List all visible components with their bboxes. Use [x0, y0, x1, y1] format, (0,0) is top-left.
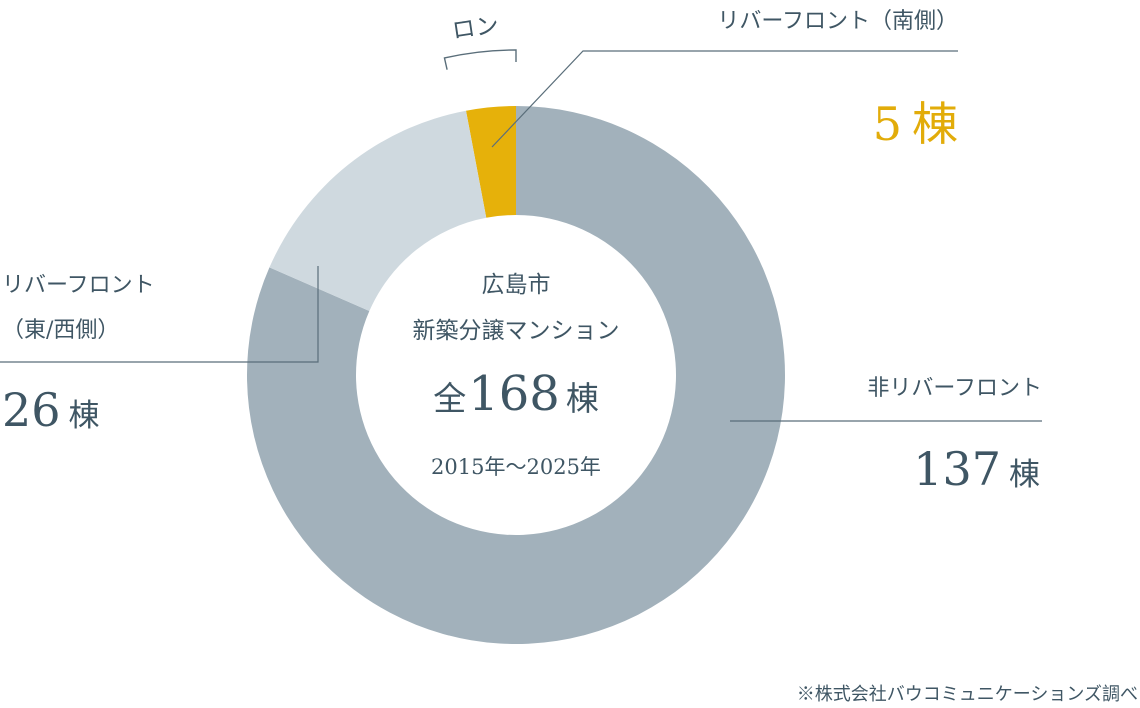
slice-value-east-west-group: 26 棟: [2, 383, 100, 437]
bracket-arc: [443, 49, 517, 70]
slice-label-east-west-line2: （東/西側）: [2, 318, 119, 343]
slice-label-south: リバーフロント（南側）: [717, 9, 958, 34]
slice-value-non-river: 137: [913, 442, 1001, 496]
slice-value-east-west: 26: [2, 383, 61, 437]
leader-line-east-west: [0, 266, 319, 363]
bracket-label-value: 31: [0, 0, 12, 9]
bracket-label: リバーフロント31棟: [0, 0, 500, 44]
donut-slice-south: [465, 106, 516, 218]
center-total: 全168 棟: [433, 366, 599, 422]
slice-label-non-river: 非リバーフロント: [867, 376, 1042, 401]
bracket-label-unit: 棟: [0, 0, 12, 6]
leader-line-south: [491, 50, 958, 148]
center-total-unit: 棟: [566, 379, 599, 418]
slice-value-non-river-group: 137 棟: [913, 442, 1040, 496]
slice-unit-south: 棟: [912, 97, 958, 151]
slice-unit-non-river: 棟: [1009, 457, 1040, 493]
slice-value-south: 5: [873, 97, 902, 151]
center-total-prefix: 全: [433, 379, 466, 418]
donut-slices: [246, 106, 785, 644]
source-note: ※株式会社バウコミュニケーションズ調べ: [797, 684, 1138, 705]
bracket-label-text: リバーフロント: [0, 0, 500, 44]
center-total-value: 168: [468, 366, 560, 422]
slice-label-east-west-line1: リバーフロント: [2, 273, 155, 298]
center-line-2: 新築分譲マンション: [413, 318, 620, 344]
donut-slice-east-west: [269, 110, 487, 312]
center-period: 2015年〜2025年: [431, 455, 601, 479]
center-line-1: 広島市: [482, 272, 551, 298]
slice-unit-east-west: 棟: [69, 398, 100, 434]
donut-slice-non-river: [246, 106, 785, 644]
